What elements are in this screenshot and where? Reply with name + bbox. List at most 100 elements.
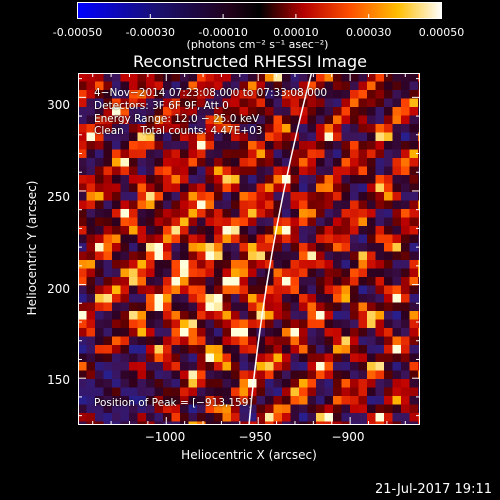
heatmap-cell — [273, 149, 283, 159]
heatmap-cell — [146, 421, 155, 425]
heatmap-cell — [239, 302, 249, 312]
heatmap-cell — [222, 183, 232, 193]
heatmap-cell — [273, 132, 283, 142]
heatmap-cell — [375, 226, 385, 235]
heatmap-cell — [154, 302, 164, 312]
heatmap-cell — [384, 141, 393, 150]
heatmap-cell — [180, 294, 189, 303]
heatmap-cell — [180, 124, 189, 133]
heatmap-cell — [256, 243, 266, 252]
heatmap-cell — [409, 183, 419, 193]
heatmap-cell — [290, 379, 300, 388]
heatmap-cell — [375, 336, 385, 346]
heatmap-cell — [290, 183, 300, 193]
heatmap-cell — [341, 268, 351, 278]
heatmap-cell — [137, 251, 147, 261]
heatmap-cell — [180, 345, 189, 354]
heatmap-cell — [384, 226, 393, 235]
heatmap-cell — [282, 81, 291, 91]
heatmap-cell — [307, 285, 317, 295]
heatmap-cell — [214, 413, 223, 422]
heatmap-cell — [316, 328, 325, 337]
heatmap-cell — [333, 413, 342, 422]
heatmap-cell — [129, 217, 138, 227]
heatmap-cell — [231, 209, 240, 218]
heatmap-cell — [324, 396, 334, 405]
heatmap-cell — [375, 209, 385, 218]
heatmap-cell — [112, 217, 121, 227]
heatmap-cell — [392, 73, 402, 82]
heatmap-cell — [137, 404, 147, 414]
heatmap-cell — [409, 319, 419, 329]
heatmap-cell — [409, 234, 419, 244]
heatmap-cell — [214, 132, 223, 142]
heatmap-cell — [197, 209, 206, 218]
heatmap-cell — [333, 98, 342, 108]
heatmap-cell — [316, 81, 325, 91]
heatmap-cell — [324, 124, 334, 133]
heatmap-cell — [350, 115, 359, 125]
heatmap-cell — [171, 353, 181, 363]
heatmap-cell — [205, 226, 215, 235]
heatmap-cell — [401, 217, 410, 227]
heatmap-cell — [282, 124, 291, 133]
annotation-energy: Energy Range: 12.0 − 25.0 keV — [94, 113, 260, 125]
heatmap-cell — [265, 192, 274, 201]
heatmap-cell — [95, 192, 104, 201]
heatmap-cell — [401, 234, 410, 244]
heatmap-cell — [375, 379, 385, 388]
heatmap-cell — [154, 124, 164, 133]
heatmap-cell — [256, 268, 266, 278]
heatmap-cell — [256, 175, 266, 184]
heatmap-cell — [214, 98, 223, 108]
heatmap-cell — [409, 115, 419, 125]
heatmap-cell — [392, 302, 402, 312]
heatmap-cell — [333, 166, 342, 176]
heatmap-cell — [256, 421, 266, 425]
heatmap-cell — [137, 200, 147, 210]
heatmap-cell — [222, 200, 232, 210]
heatmap-cell — [231, 226, 240, 235]
heatmap-cell — [316, 132, 325, 142]
heatmap-cell — [299, 243, 308, 252]
heatmap-cell — [384, 421, 393, 425]
heatmap-cell — [367, 268, 376, 278]
heatmap-cell — [214, 209, 223, 218]
heatmap-cell — [180, 302, 189, 312]
annotation-time: 4−Nov−2014 07:23:08.000 to 07:33:08.000 — [94, 87, 328, 99]
heatmap-cell — [273, 115, 283, 125]
heatmap-cell — [239, 149, 249, 159]
heatmap-cell — [171, 251, 181, 261]
heatmap-cell — [205, 149, 215, 159]
heatmap-cell — [290, 192, 300, 201]
heatmap-cell — [375, 353, 385, 363]
heatmap-cell — [367, 421, 376, 425]
heatmap-cell — [384, 413, 393, 422]
heatmap-cell — [265, 345, 274, 354]
heatmap-cell — [273, 336, 283, 346]
heatmap-cell — [307, 192, 317, 201]
heatmap-cell — [299, 149, 308, 159]
x-tick-label: −1000 — [144, 430, 186, 444]
heatmap-cell — [248, 149, 257, 159]
heatmap-cell — [231, 243, 240, 252]
heatmap-cell — [324, 328, 334, 337]
heatmap-cell — [86, 149, 96, 159]
heatmap-cell — [154, 166, 164, 176]
heatmap-cell — [180, 175, 189, 184]
heatmap-cell — [282, 251, 291, 261]
heatmap-cell — [401, 243, 410, 252]
heatmap-cell — [256, 149, 266, 159]
heatmap-cell — [180, 379, 189, 388]
heatmap-cell — [120, 243, 130, 252]
heatmap-cell — [95, 311, 104, 320]
heatmap-cell — [316, 260, 325, 269]
heatmap-cell — [222, 421, 232, 425]
heatmap-cell — [290, 98, 300, 108]
heatmap-cell — [316, 277, 325, 286]
heatmap-cell — [95, 260, 104, 269]
heatmap-cell — [188, 345, 198, 354]
heatmap-cell — [154, 362, 164, 371]
heatmap-cell — [231, 115, 240, 125]
heatmap-cell — [154, 149, 164, 159]
